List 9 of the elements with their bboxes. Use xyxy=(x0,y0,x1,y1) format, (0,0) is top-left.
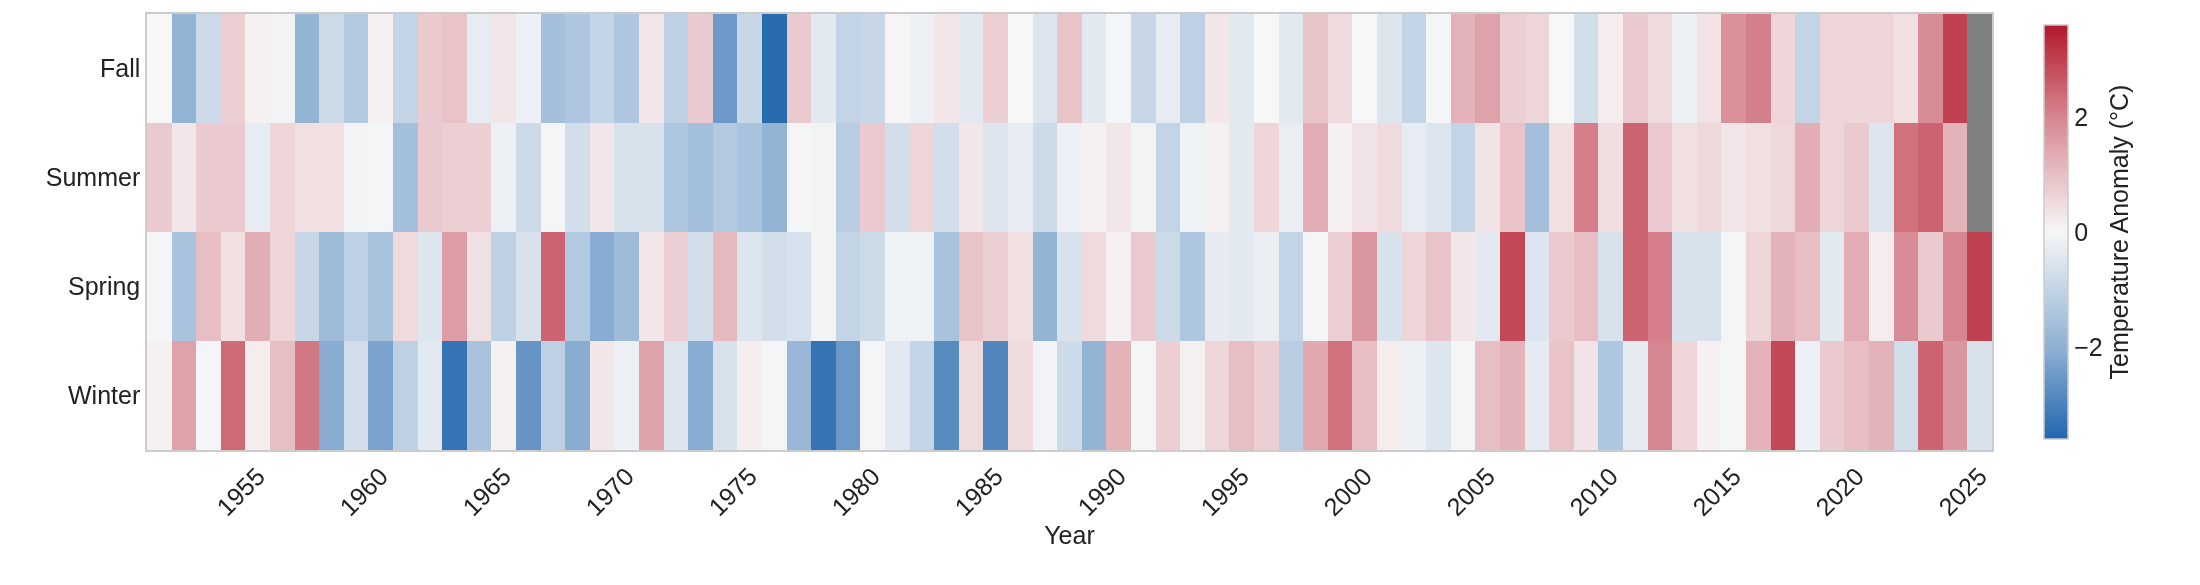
color-bar-title: Temperature Anomaly (°C) xyxy=(2104,84,2133,380)
y-tick-label: Summer xyxy=(45,163,141,192)
color-bar-label: 0 xyxy=(2074,217,2089,246)
x-axis-title: Year xyxy=(1044,520,1095,549)
y-tick-label: Winter xyxy=(68,381,141,410)
y-tick-label: Spring xyxy=(67,272,141,301)
color-bar-label: 2 xyxy=(2074,102,2089,131)
color-bar-label: −2 xyxy=(2074,332,2103,361)
y-tick-label: Fall xyxy=(99,54,141,83)
